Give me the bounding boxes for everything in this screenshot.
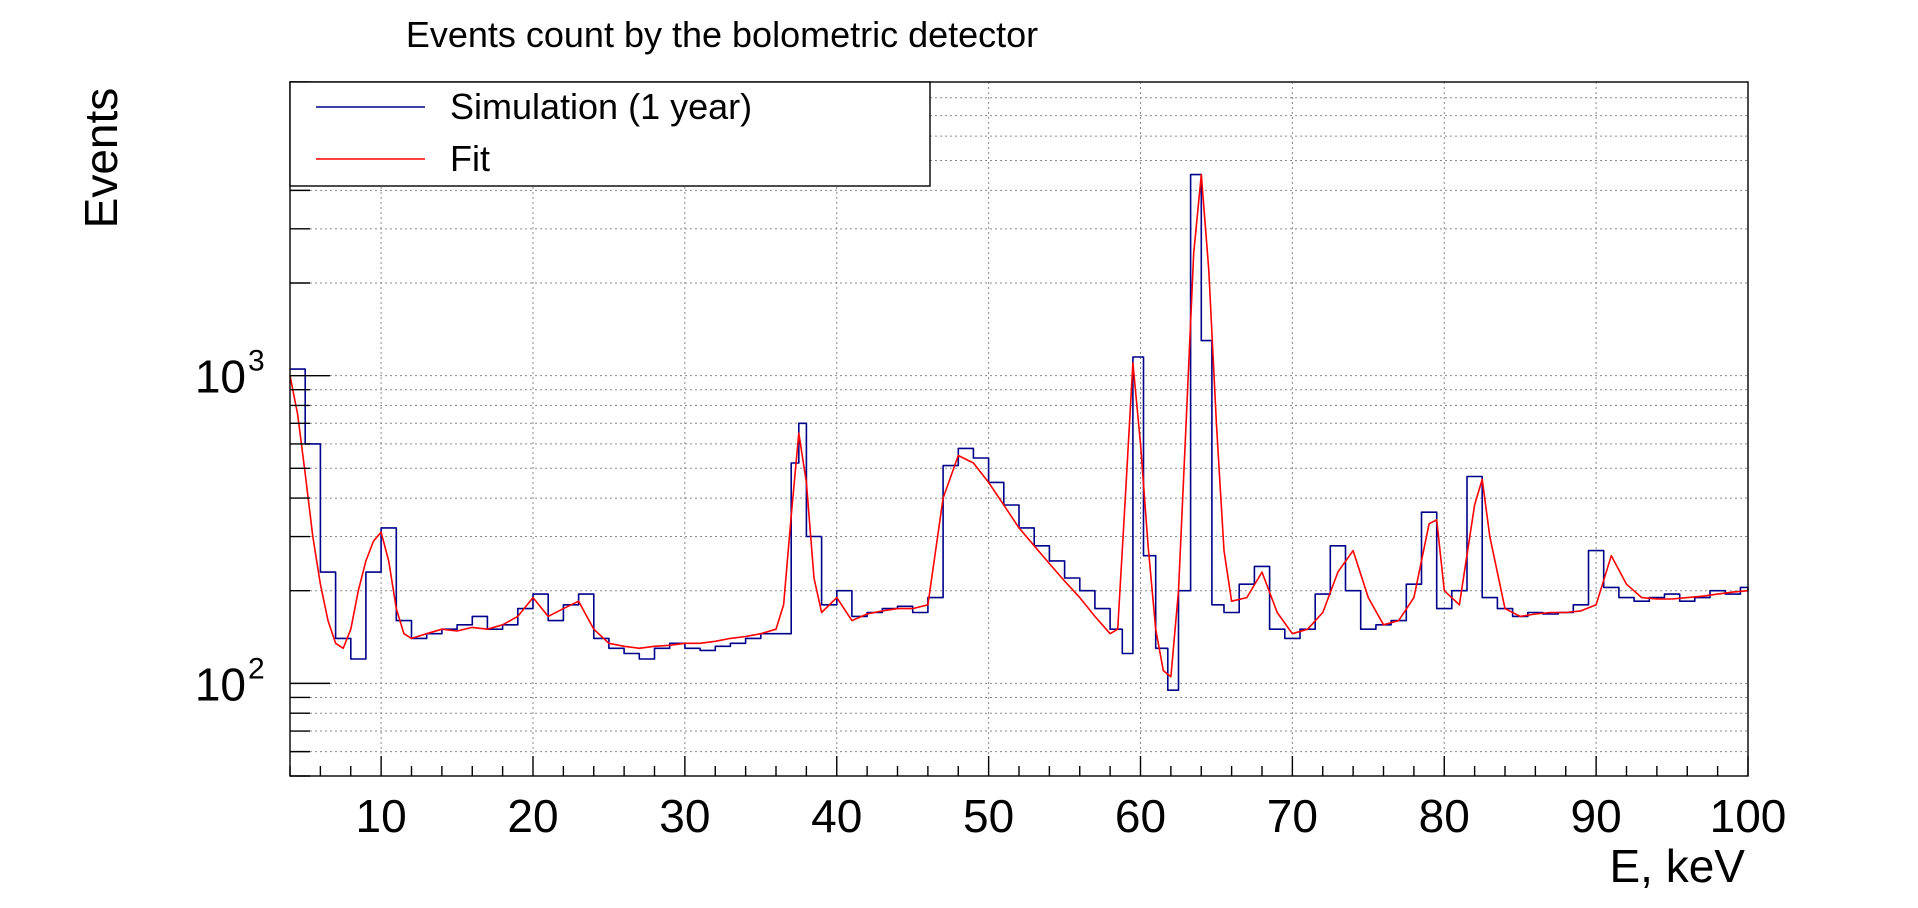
legend: Simulation (1 year) Fit (289, 81, 931, 187)
x-tick-label-90: 90 (1571, 790, 1622, 842)
series-line-simulation (290, 173, 1749, 691)
x-tick-label-30: 30 (659, 790, 710, 842)
x-tick-label-70: 70 (1267, 790, 1318, 842)
x-axis-label: E, keV (1609, 840, 1745, 892)
y-tick-label-1000: 10 (195, 351, 246, 403)
series-layer (289, 173, 1749, 691)
legend-label-fit: Fit (450, 138, 490, 179)
x-tick-label-50: 50 (963, 790, 1014, 842)
y-axis-label: Events (75, 88, 127, 229)
x-tick-label-100: 100 (1710, 790, 1787, 842)
y-tick-label-100: 10 (195, 658, 246, 710)
legend-label-simulation: Simulation (1 year) (450, 86, 752, 127)
x-tick-label-80: 80 (1419, 790, 1470, 842)
legend-box (289, 81, 931, 187)
x-tick-label-60: 60 (1115, 790, 1166, 842)
y-tick-exponent-100: 2 (248, 652, 265, 685)
x-tick-label-10: 10 (356, 790, 407, 842)
series-line-fit (289, 173, 1749, 678)
x-axis-ticks: 10 20 30 40 50 60 70 80 90 100 (289, 756, 1787, 842)
x-tick-label-40: 40 (811, 790, 862, 842)
chart-title: Events count by the bolometric detector (406, 14, 1038, 55)
y-tick-exponent-1000: 3 (248, 345, 265, 378)
x-tick-label-20: 20 (507, 790, 558, 842)
